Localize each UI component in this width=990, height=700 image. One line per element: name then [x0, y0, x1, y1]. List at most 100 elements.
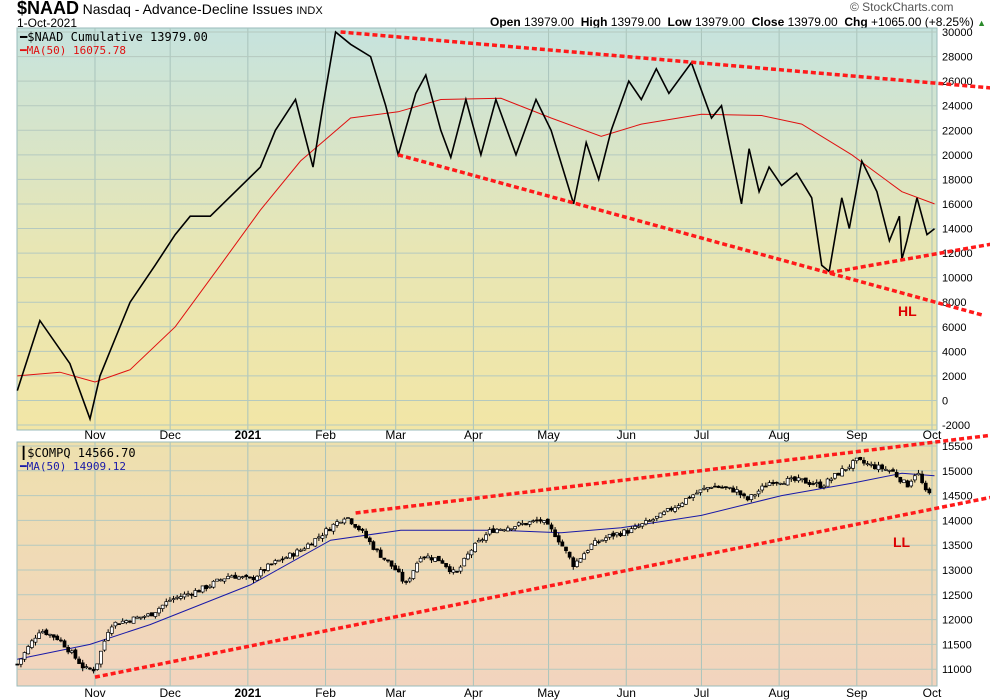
- candle: [131, 616, 136, 624]
- candle: [84, 666, 89, 669]
- candle: [229, 575, 234, 578]
- candle: [189, 593, 194, 596]
- x-tick-label: Oct: [923, 428, 942, 442]
- candle: [153, 612, 158, 617]
- candle: [891, 469, 895, 472]
- trendline-lower-support: [397, 153, 983, 317]
- candle: [691, 494, 696, 498]
- y-tick-label: 13000: [942, 565, 973, 577]
- candle: [313, 538, 318, 547]
- candle: [273, 560, 278, 564]
- candle: [429, 557, 434, 561]
- x-tick-label: Dec: [159, 428, 180, 442]
- candle: [298, 549, 303, 552]
- candle: [644, 520, 648, 525]
- x-tick-label: Sep: [846, 428, 868, 442]
- candle: [375, 548, 379, 551]
- candle: [29, 640, 34, 648]
- candle: [662, 511, 666, 515]
- candle: [371, 541, 376, 550]
- candle: [473, 542, 477, 553]
- candle: [702, 487, 706, 490]
- open-value: 13979.00: [524, 15, 575, 29]
- candle: [753, 494, 757, 497]
- x-tick-label: May: [537, 686, 560, 700]
- candle: [818, 481, 823, 489]
- candle: [208, 585, 212, 588]
- candle: [102, 640, 107, 651]
- candle: [625, 530, 630, 534]
- y-tick-label: 15500: [942, 441, 973, 453]
- x-tick-label: Jun: [617, 686, 636, 700]
- candle: [531, 520, 536, 523]
- candle: [349, 518, 354, 525]
- candle: [651, 519, 656, 522]
- candle: [262, 569, 267, 572]
- y-tick-label: 14000: [942, 224, 973, 236]
- y-tick-label: 13500: [942, 540, 973, 552]
- candle: [840, 468, 844, 477]
- candle: [240, 576, 245, 578]
- candle: [774, 481, 779, 484]
- trendline-higher-low: [828, 242, 990, 275]
- candle: [833, 473, 837, 479]
- up-arrow-icon: ▲: [977, 18, 987, 28]
- chg-label: Chg: [844, 15, 868, 29]
- candle: [800, 478, 805, 481]
- candle: [669, 507, 674, 511]
- candle: [589, 543, 594, 550]
- y-tick-label: 28000: [942, 52, 973, 64]
- candle: [466, 553, 470, 560]
- x-tick-label: Jun: [617, 428, 636, 442]
- candle: [138, 616, 143, 619]
- candle: [306, 543, 310, 549]
- candle: [73, 649, 78, 659]
- candle: [269, 563, 274, 566]
- candle: [411, 570, 416, 579]
- candle: [785, 478, 790, 486]
- candle: [873, 464, 877, 470]
- candle: [77, 658, 81, 664]
- candle: [280, 558, 285, 561]
- candle: [244, 574, 249, 577]
- low-value: 13979.00: [694, 15, 745, 29]
- candle: [455, 570, 459, 573]
- candle: [124, 620, 129, 623]
- security-name: Nasdaq - Advance-Decline Issues: [82, 1, 293, 17]
- candle: [320, 535, 325, 539]
- y-tick-label: 22000: [942, 125, 973, 137]
- candle: [564, 546, 568, 552]
- candle: [386, 559, 390, 562]
- candle: [91, 668, 96, 672]
- candle: [226, 575, 230, 580]
- candle: [69, 650, 74, 653]
- high-value: 13979.00: [610, 15, 661, 29]
- candle: [538, 519, 543, 522]
- candle: [146, 613, 150, 617]
- candle: [524, 523, 528, 526]
- candle: [324, 528, 329, 536]
- candle: [745, 496, 750, 501]
- candle: [237, 576, 241, 580]
- candle: [476, 540, 481, 543]
- candle: [109, 626, 114, 634]
- candle: [393, 565, 398, 571]
- candle: [266, 563, 270, 571]
- candle: [360, 528, 365, 531]
- candle: [295, 549, 299, 557]
- x-tick-label: Jul: [694, 428, 709, 442]
- candle: [302, 548, 307, 551]
- candle: [535, 519, 539, 522]
- candle: [593, 540, 597, 546]
- open-label: Open: [490, 15, 521, 29]
- low-label: Low: [667, 15, 692, 29]
- candle: [128, 620, 132, 623]
- x-tick-label: Nov: [84, 686, 105, 700]
- candle: [51, 634, 56, 638]
- x-tick-label: Nov: [84, 428, 105, 442]
- y-tick-label: -2000: [942, 420, 970, 432]
- x-tick-label: Feb: [315, 428, 336, 442]
- candle: [62, 640, 67, 648]
- candle: [527, 521, 532, 525]
